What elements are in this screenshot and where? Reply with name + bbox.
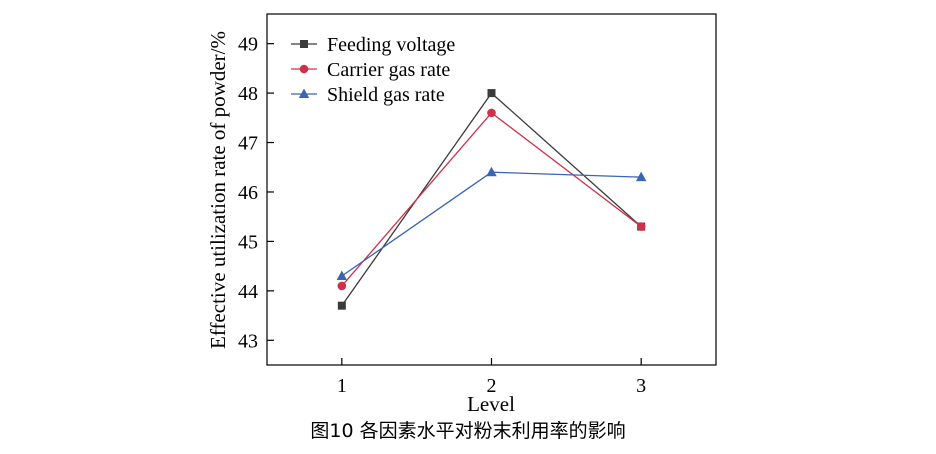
data-point-shield-gas-rate	[486, 166, 497, 177]
legend: Feeding voltage Carrier gas rate Shield ga…	[291, 34, 455, 106]
series-feeding-voltage	[337, 89, 646, 310]
data-point-carrier-gas-rate	[337, 281, 347, 291]
series-shield-gas-rate	[336, 166, 647, 281]
x-tick-label: 2	[487, 375, 497, 397]
legend-marker-feeding-voltage	[300, 40, 308, 48]
legend-label-shield-gas-rate: Shield gas rate	[327, 84, 445, 106]
x-axis-ticks: 1 2 3	[337, 358, 646, 397]
data-point-feeding-voltage	[487, 89, 496, 98]
series-carrier-gas-rate	[337, 108, 646, 291]
y-tick-label: 47	[238, 133, 258, 155]
legend-marker-carrier-gas-rate	[299, 64, 309, 74]
series-line-shield-gas-rate	[341, 171, 642, 277]
y-axis-label: Effective utilization rate of powder/%	[206, 31, 230, 349]
y-axis-ticks: 43 44 45 46 47 48 49	[238, 34, 274, 352]
legend-marker-shield-gas-rate	[298, 88, 310, 98]
y-tick-label: 43	[238, 330, 258, 352]
series-line-feeding-voltage	[341, 92, 642, 307]
data-point-shield-gas-rate	[336, 270, 348, 281]
series-layer	[336, 89, 647, 310]
legend-label-feeding-voltage: Feeding voltage	[327, 34, 455, 56]
y-tick-label: 44	[238, 281, 258, 303]
data-point-carrier-gas-rate	[636, 222, 646, 231]
y-tick-label: 49	[238, 34, 258, 56]
y-tick-label: 45	[238, 231, 258, 253]
x-axis-label: Level	[467, 392, 515, 416]
y-tick-label: 46	[238, 182, 258, 204]
y-tick-label: 48	[238, 83, 258, 105]
data-point-carrier-gas-rate	[487, 108, 496, 118]
x-tick-label: 3	[636, 375, 646, 397]
figure-caption: 图10 各因素水平对粉末利用率的影响	[310, 420, 626, 442]
data-point-feeding-voltage	[337, 301, 346, 310]
x-tick-label: 1	[337, 375, 347, 397]
data-point-shield-gas-rate	[635, 171, 647, 182]
series-line-carrier-gas-rate	[341, 111, 642, 287]
legend-label-carrier-gas-rate: Carrier gas rate	[327, 59, 450, 81]
